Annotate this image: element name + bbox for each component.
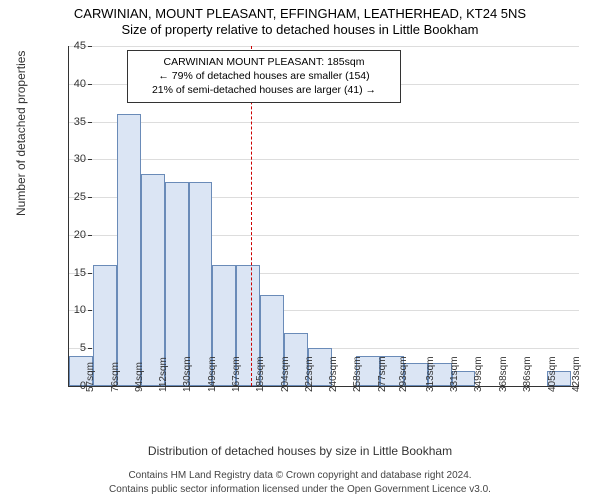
x-tick-label: 423sqm xyxy=(571,356,582,392)
annotation-line: ← 79% of detached houses are smaller (15… xyxy=(134,69,394,83)
x-tick-label: 149sqm xyxy=(207,356,218,392)
histogram-bar xyxy=(165,182,189,386)
chart-title-line2: Size of property relative to detached ho… xyxy=(0,22,600,37)
x-tick-label: 204sqm xyxy=(280,356,291,392)
y-tick-label: 20 xyxy=(36,229,86,241)
x-tick-label: 94sqm xyxy=(134,362,145,392)
x-tick-label: 368sqm xyxy=(498,356,509,392)
x-tick-label: 240sqm xyxy=(328,356,339,392)
footer-licence: Contains public sector information licen… xyxy=(0,484,600,495)
y-tick-label: 45 xyxy=(36,40,86,52)
y-tick-label: 0 xyxy=(36,380,86,392)
x-tick-label: 76sqm xyxy=(110,362,121,392)
annotation-box: CARWINIAN MOUNT PLEASANT: 185sqm← 79% of… xyxy=(127,50,401,103)
x-tick-label: 386sqm xyxy=(522,356,533,392)
x-tick-label: 313sqm xyxy=(425,356,436,392)
histogram-bar xyxy=(189,182,213,386)
x-tick-label: 185sqm xyxy=(255,356,266,392)
gridline xyxy=(69,122,579,123)
y-tick-label: 30 xyxy=(36,153,86,165)
gridline xyxy=(69,159,579,160)
y-tick-label: 25 xyxy=(36,191,86,203)
chart-title-line1: CARWINIAN, MOUNT PLEASANT, EFFINGHAM, LE… xyxy=(0,6,600,21)
x-tick-label: 222sqm xyxy=(304,356,315,392)
x-tick-label: 112sqm xyxy=(158,357,169,392)
histogram-bar xyxy=(117,114,141,386)
x-tick-label: 277sqm xyxy=(377,356,388,392)
y-tick-label: 15 xyxy=(36,267,86,279)
x-tick-label: 130sqm xyxy=(182,356,193,392)
x-tick-label: 293sqm xyxy=(398,356,409,392)
y-tick-label: 10 xyxy=(36,304,86,316)
x-tick-label: 349sqm xyxy=(473,356,484,392)
y-axis-label: Number of detached properties xyxy=(14,51,28,216)
x-tick-label: 258sqm xyxy=(352,356,363,392)
x-tick-label: 167sqm xyxy=(231,356,242,392)
x-tick-label: 57sqm xyxy=(85,362,96,392)
annotation-line: CARWINIAN MOUNT PLEASANT: 185sqm xyxy=(134,55,394,69)
y-tick-label: 5 xyxy=(36,342,86,354)
x-tick-label: 331sqm xyxy=(449,356,460,392)
histogram-bar xyxy=(141,174,165,386)
gridline xyxy=(69,46,579,47)
footer-copyright: Contains HM Land Registry data © Crown c… xyxy=(0,470,600,481)
histogram-plot-area: 57sqm76sqm94sqm112sqm130sqm149sqm167sqm1… xyxy=(68,46,579,387)
x-tick-label: 405sqm xyxy=(547,356,558,392)
y-tick-label: 40 xyxy=(36,78,86,90)
x-axis-label: Distribution of detached houses by size … xyxy=(0,444,600,458)
annotation-line: 21% of semi-detached houses are larger (… xyxy=(134,83,394,97)
y-tick-label: 35 xyxy=(36,116,86,128)
